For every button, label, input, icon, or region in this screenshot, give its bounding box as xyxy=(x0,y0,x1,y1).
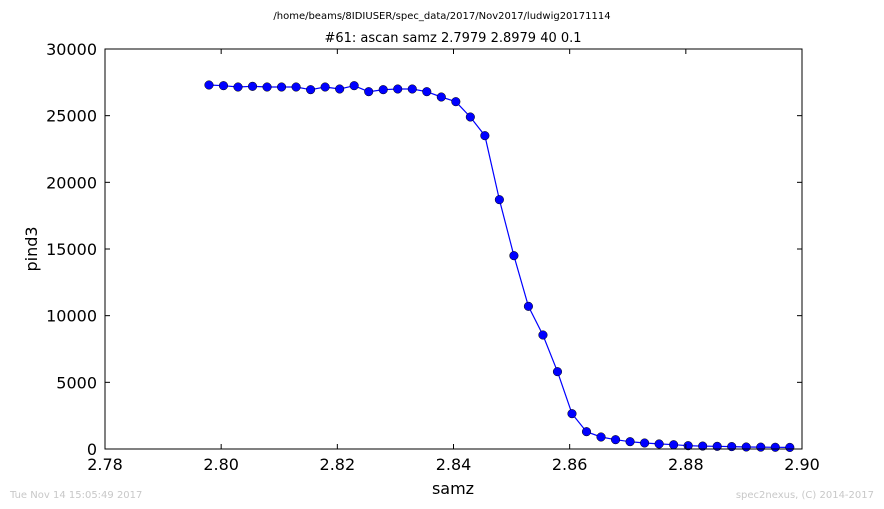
chart-title: #61: ascan samz 2.7979 2.8979 40 0.1 xyxy=(324,31,581,46)
data-point xyxy=(567,409,577,419)
data-point xyxy=(625,437,635,447)
data-point xyxy=(204,80,214,90)
x-tick-label: 2.88 xyxy=(668,455,704,474)
y-tick-label: 25000 xyxy=(46,107,97,126)
data-point xyxy=(436,92,446,102)
footer-timestamp: Tue Nov 14 15:05:49 2017 xyxy=(9,490,142,501)
data-point xyxy=(407,84,417,94)
data-point xyxy=(727,442,737,452)
data-point xyxy=(509,251,519,261)
x-tick-label: 2.86 xyxy=(552,455,588,474)
data-point xyxy=(320,82,330,92)
data-point xyxy=(756,442,766,452)
data-point xyxy=(596,432,606,442)
series-line xyxy=(208,84,790,448)
data-point xyxy=(654,439,664,449)
data-point xyxy=(393,84,403,94)
data-point xyxy=(640,438,650,448)
data-point xyxy=(741,442,751,452)
data-point xyxy=(770,442,780,452)
data-point xyxy=(364,87,374,97)
chart-supertitle: /home/beams/8IDIUSER/spec_data/2017/Nov2… xyxy=(273,11,610,22)
x-tick-label: 2.80 xyxy=(203,455,239,474)
data-point xyxy=(538,330,548,340)
y-tick-label: 30000 xyxy=(46,40,97,59)
data-point xyxy=(698,441,708,451)
y-tick-label: 0 xyxy=(87,440,97,459)
data-point xyxy=(262,82,272,92)
data-point xyxy=(465,112,475,122)
data-point xyxy=(552,367,563,377)
data-point xyxy=(581,427,592,437)
y-axis-label: pind3 xyxy=(22,226,41,271)
x-axis: 2.78 2.80 2.82 2.84 2.86 2.88 2.90 xyxy=(87,49,820,474)
y-tick-label: 15000 xyxy=(46,240,97,259)
data-point xyxy=(335,84,345,94)
y-tick-label: 5000 xyxy=(56,373,97,392)
data-point xyxy=(378,85,388,95)
y-tick-label: 10000 xyxy=(46,307,97,326)
data-point xyxy=(349,81,359,91)
plot-frame xyxy=(104,48,803,450)
data-point xyxy=(451,97,461,107)
x-tick-label: 2.82 xyxy=(320,455,356,474)
y-tick-label: 20000 xyxy=(46,173,97,192)
data-point xyxy=(494,195,504,205)
data-point xyxy=(785,442,795,452)
data-point xyxy=(291,82,301,92)
data-point xyxy=(218,81,229,91)
plot-content xyxy=(204,80,795,452)
x-tick-label: 2.84 xyxy=(436,455,472,474)
data-point xyxy=(422,87,432,97)
y-axis: 0 5000 10000 15000 20000 25000 30000 xyxy=(46,40,802,459)
data-point xyxy=(277,82,287,92)
data-point xyxy=(712,441,722,451)
data-point xyxy=(306,85,316,95)
data-point xyxy=(480,131,490,141)
data-point xyxy=(233,82,243,92)
x-tick-label: 2.78 xyxy=(87,455,123,474)
data-point xyxy=(247,81,258,91)
data-point xyxy=(523,301,533,311)
data-point xyxy=(669,440,679,450)
x-axis-label: samz xyxy=(432,479,474,498)
data-point xyxy=(611,435,621,445)
x-tick-label: 2.90 xyxy=(784,455,820,474)
footer-credit: spec2nexus, (C) 2014-2017 xyxy=(736,490,874,501)
